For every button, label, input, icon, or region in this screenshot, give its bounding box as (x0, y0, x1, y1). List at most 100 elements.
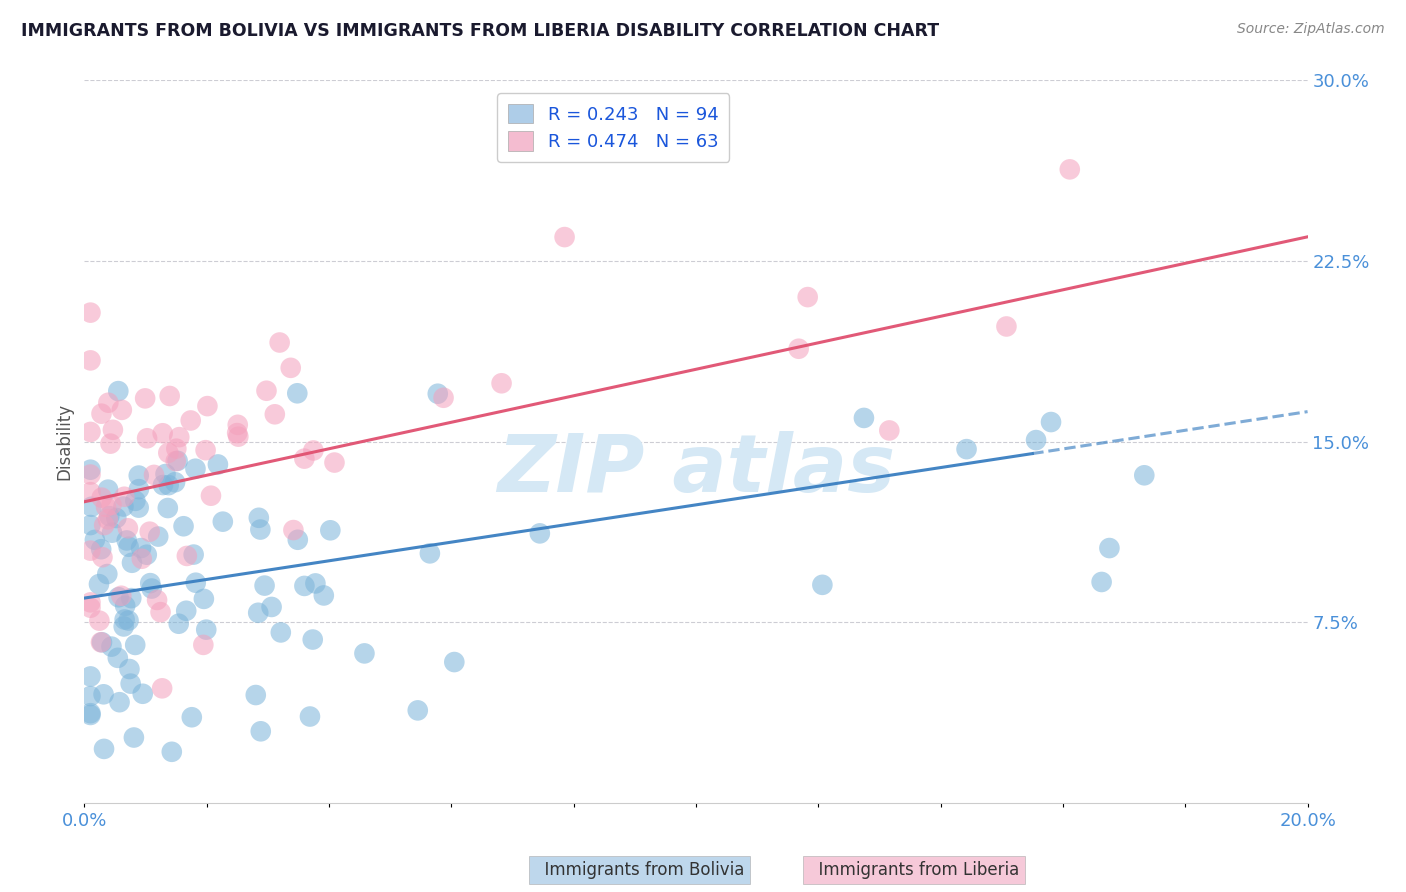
Point (491, 376, 513, 391)
Point (98, 509, 121, 524)
Point (194, 443, 217, 458)
Point (79, 706, 101, 721)
Point (79, 543, 101, 558)
Point (207, 458, 229, 472)
Point (406, 703, 429, 717)
Point (112, 500, 135, 514)
Point (852, 411, 875, 425)
Point (294, 579, 316, 593)
Point (169, 430, 191, 444)
Point (193, 591, 215, 606)
Point (245, 688, 267, 702)
Point (319, 524, 342, 538)
Point (200, 489, 222, 503)
Point (128, 468, 150, 483)
Point (432, 391, 454, 405)
Point (160, 745, 183, 759)
Point (79, 669, 101, 683)
Point (79, 467, 101, 482)
Point (93, 742, 115, 756)
Point (114, 599, 136, 613)
Point (280, 360, 302, 375)
Point (139, 576, 162, 591)
Point (79, 600, 101, 615)
Point (108, 695, 131, 709)
Point (122, 731, 145, 745)
Point (117, 521, 139, 535)
Point (93, 518, 115, 533)
Point (263, 407, 285, 421)
Point (150, 681, 173, 696)
Point (195, 623, 218, 637)
Point (112, 490, 135, 504)
Point (79, 485, 101, 500)
Point (135, 548, 157, 562)
Point (353, 647, 375, 661)
Point (184, 461, 207, 475)
Point (129, 541, 152, 555)
Point (128, 482, 150, 496)
Point (292, 451, 315, 466)
Point (1059, 162, 1081, 177)
Point (226, 417, 249, 432)
Point (811, 578, 834, 592)
Point (117, 614, 139, 628)
Point (107, 651, 129, 665)
Point (100, 640, 122, 654)
Point (287, 533, 309, 547)
Point (249, 724, 271, 739)
Point (1091, 574, 1114, 589)
Point (96, 567, 118, 582)
Point (136, 431, 159, 445)
Point (1098, 541, 1121, 555)
Point (180, 413, 202, 427)
Point (110, 589, 132, 603)
Point (211, 515, 233, 529)
Point (93, 687, 115, 701)
Point (285, 386, 308, 401)
Point (91, 635, 114, 649)
Point (247, 510, 270, 524)
Point (115, 533, 138, 548)
Point (166, 454, 188, 468)
Point (105, 511, 128, 525)
Point (97, 512, 120, 526)
Point (118, 662, 141, 676)
Point (90, 542, 112, 557)
Point (529, 526, 551, 541)
Legend: R = 0.243   N = 94, R = 0.474   N = 63: R = 0.243 N = 94, R = 0.474 N = 63 (498, 93, 730, 161)
Point (79, 595, 101, 609)
Point (301, 632, 323, 647)
Point (283, 523, 305, 537)
Point (167, 616, 190, 631)
Point (173, 519, 195, 533)
Point (111, 402, 134, 417)
Point (124, 638, 146, 652)
Point (249, 523, 271, 537)
Point (554, 230, 576, 244)
Point (157, 478, 180, 492)
Point (101, 423, 124, 437)
Point (143, 467, 166, 482)
Point (79, 353, 101, 368)
Point (117, 540, 139, 554)
Point (256, 384, 278, 398)
Point (298, 709, 321, 723)
Point (121, 556, 143, 570)
Point (228, 429, 250, 443)
Point (90, 491, 112, 505)
Point (101, 525, 124, 540)
Point (152, 426, 174, 441)
Text: Immigrants from Bolivia: Immigrants from Bolivia (534, 861, 745, 879)
Point (270, 625, 292, 640)
Point (165, 442, 187, 456)
Text: IMMIGRANTS FROM BOLIVIA VS IMMIGRANTS FROM LIBERIA DISABILITY CORRELATION CHART: IMMIGRANTS FROM BOLIVIA VS IMMIGRANTS FR… (21, 22, 939, 40)
Text: Immigrants from Liberia: Immigrants from Liberia (808, 861, 1019, 879)
Point (304, 576, 326, 591)
Y-axis label: Disability: Disability (55, 403, 73, 480)
Point (157, 446, 180, 460)
Point (183, 548, 205, 562)
Point (94, 500, 117, 514)
Point (97, 395, 120, 409)
Point (796, 290, 818, 304)
